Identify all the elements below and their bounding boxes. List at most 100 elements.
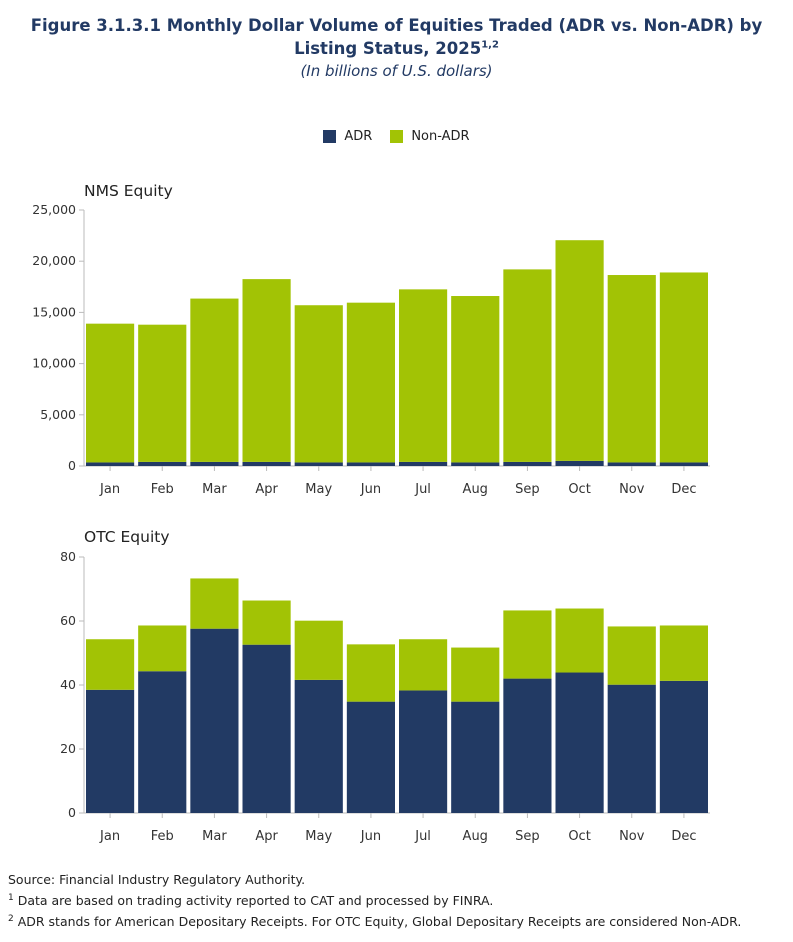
otc-bar-non-adr-dec <box>659 625 708 681</box>
otc-bar-adr-jul <box>399 690 448 813</box>
nms-x-tick-label: Aug <box>463 482 488 497</box>
nms-bar-adr-may <box>294 462 343 466</box>
nms-x-tick-label: May <box>305 482 332 497</box>
nms-x-tick-label: Jun <box>360 482 381 497</box>
legend-label-non-adr: Non-ADR <box>411 129 470 144</box>
otc-bar-non-adr-jun <box>346 644 395 702</box>
chart-title-line1: Figure 3.1.3.1 Monthly Dollar Volume of … <box>30 16 763 35</box>
otc-x-tick-label: Mar <box>202 829 227 844</box>
otc-bar-non-adr-feb <box>138 625 187 672</box>
nms-x-tick-label: Jul <box>414 482 431 497</box>
nms-bar-non-adr-mar <box>190 298 239 462</box>
nms-equity-chart: 0 5,000 10,000 15,000 20,000 25,000 Jan Feb Mar A… <box>32 202 710 497</box>
otc-bar-adr-feb <box>138 671 187 813</box>
nms-bar-non-adr-nov <box>607 275 656 463</box>
legend-swatch-adr <box>323 130 337 143</box>
nms-bar-non-adr-apr <box>242 279 291 462</box>
nms-x-tick-label: Feb <box>151 482 174 497</box>
otc-y-tick-label: 0 <box>68 805 76 820</box>
otc-x-tick-label: Dec <box>671 829 696 844</box>
otc-x-tick-label: Jan <box>99 829 120 844</box>
nms-bar-adr-jun <box>346 462 395 466</box>
nms-bar-non-adr-feb <box>138 324 187 462</box>
chart-title-block: Figure 3.1.3.1 Monthly Dollar Volume of … <box>0 14 793 82</box>
otc-y-tick-label: 40 <box>60 677 76 692</box>
nms-y-tick-label: 5,000 <box>40 407 76 422</box>
otc-x-tick-label: Nov <box>619 829 645 844</box>
nms-x-tick-label: Jan <box>99 482 120 497</box>
nms-y-tick-label: 0 <box>68 458 76 473</box>
otc-bar-adr-may <box>294 679 343 813</box>
nms-bar-non-adr-jun <box>346 302 395 463</box>
nms-bar-non-adr-may <box>294 305 343 463</box>
otc-x-tick-label: Oct <box>568 829 590 844</box>
otc-bar-non-adr-jan <box>86 639 135 690</box>
nms-bar-adr-aug <box>451 462 500 466</box>
otc-bar-adr-jun <box>346 701 395 813</box>
otc-bar-non-adr-aug <box>451 647 500 702</box>
otc-bar-non-adr-nov <box>607 626 656 685</box>
otc-bar-adr-oct <box>555 672 604 813</box>
legend-item-adr: ADR <box>323 129 372 144</box>
legend: ADR Non-ADR <box>0 129 793 144</box>
source-line: Source: Financial Industry Regulatory Au… <box>8 872 306 887</box>
otc-y-tick-label: 20 <box>60 741 76 756</box>
nms-x-tick-label: Apr <box>255 482 278 497</box>
nms-y-tick-label: 25,000 <box>32 202 76 217</box>
chart-title-line2: Listing Status, 2025 <box>294 39 482 58</box>
nms-x-tick-label: Sep <box>515 482 540 497</box>
nms-bar-adr-jan <box>86 462 135 466</box>
nms-bar-adr-dec <box>659 462 708 466</box>
chart-subtitle: (In billions of U.S. dollars) <box>300 62 493 80</box>
nms-bar-non-adr-sep <box>503 269 552 462</box>
otc-bar-non-adr-apr <box>242 600 291 645</box>
otc-x-tick-label: Aug <box>463 829 488 844</box>
nms-x-tick-label: Nov <box>619 482 645 497</box>
footnote-2: 2 ADR stands for American Depositary Rec… <box>8 911 741 932</box>
chart-title: Figure 3.1.3.1 Monthly Dollar Volume of … <box>0 14 793 60</box>
otc-x-tick-label: May <box>305 829 332 844</box>
footnote-2-text: ADR stands for American Depositary Recei… <box>13 914 742 929</box>
otc-x-tick-label: Apr <box>255 829 278 844</box>
otc-bar-non-adr-sep <box>503 610 552 679</box>
nms-bar-adr-oct <box>555 460 604 466</box>
nms-bar-adr-apr <box>242 461 291 466</box>
otc-y-tick-label: 60 <box>60 613 76 628</box>
nms-bar-adr-nov <box>607 462 656 466</box>
otc-bar-non-adr-oct <box>555 608 604 673</box>
footnote-1-text: Data are based on trading activity repor… <box>13 893 494 908</box>
nms-bar-adr-mar <box>190 461 239 466</box>
otc-bar-non-adr-mar <box>190 578 239 629</box>
otc-bar-adr-dec <box>659 680 708 813</box>
nms-bar-non-adr-jan <box>86 323 135 463</box>
otc-bar-non-adr-may <box>294 620 343 680</box>
otc-x-tick-label: Jul <box>414 829 431 844</box>
nms-panel-title: NMS Equity <box>84 182 173 200</box>
nms-x-tick-label: Mar <box>202 482 227 497</box>
footnote-1-number: 1 <box>8 892 14 903</box>
footnote-2-number: 2 <box>8 913 14 924</box>
nms-bar-non-adr-aug <box>451 296 500 463</box>
otc-panel-title: OTC Equity <box>84 528 170 546</box>
footnote-1: 1 Data are based on trading activity rep… <box>8 890 741 911</box>
otc-bar-non-adr-jul <box>399 639 448 691</box>
legend-label-adr: ADR <box>344 129 373 144</box>
nms-y-tick-label: 15,000 <box>32 304 76 319</box>
nms-bar-adr-sep <box>503 461 552 466</box>
otc-bar-adr-sep <box>503 678 552 813</box>
otc-equity-chart: 0 20 40 60 80 Jan Feb Mar Apr May Jun Jul Aug Sep Oct N… <box>60 549 710 844</box>
otc-x-tick-label: Sep <box>515 829 540 844</box>
otc-y-tick-label: 80 <box>60 549 76 564</box>
nms-x-tick-label: Dec <box>671 482 696 497</box>
nms-bar-non-adr-oct <box>555 240 604 461</box>
chart-title-footnote-ref: 1,2 <box>481 39 499 51</box>
otc-x-tick-label: Jun <box>360 829 381 844</box>
otc-bar-adr-aug <box>451 701 500 813</box>
legend-swatch-non-adr <box>390 130 404 143</box>
nms-bar-non-adr-dec <box>659 272 708 463</box>
nms-bar-adr-jul <box>399 461 448 466</box>
nms-x-tick-label: Oct <box>568 482 590 497</box>
legend-item-non-adr: Non-ADR <box>390 129 470 144</box>
nms-bar-non-adr-jul <box>399 289 448 462</box>
otc-bar-adr-jan <box>86 689 135 813</box>
